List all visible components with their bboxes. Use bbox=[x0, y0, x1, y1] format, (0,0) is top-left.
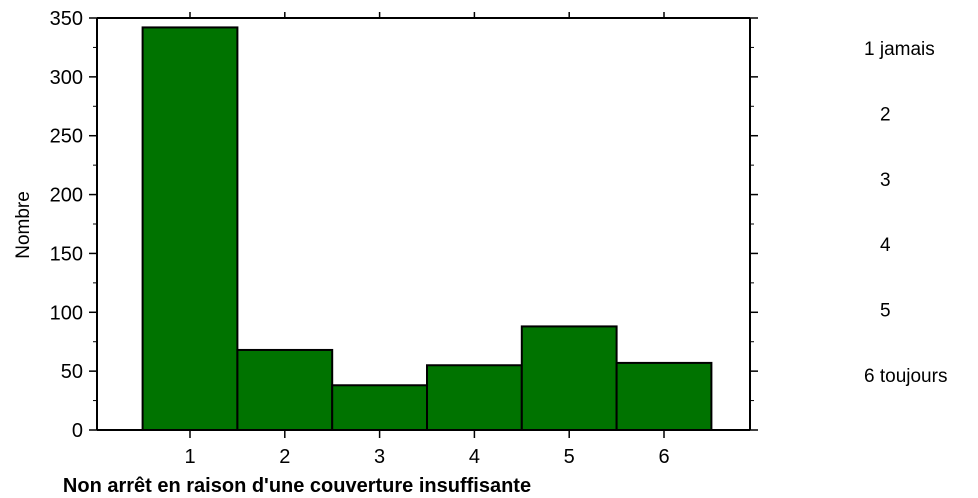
legend-item: 6 toujours bbox=[864, 366, 947, 387]
x-tick-label: 3 bbox=[374, 446, 385, 468]
x-ticks-group: 1 2 3 4 5 6 bbox=[184, 12, 670, 468]
y-tick-label: 50 bbox=[61, 361, 83, 383]
y-tick-label: 300 bbox=[50, 67, 83, 89]
y-ticks-group: 0 50 100 150 200 250 300 350 bbox=[50, 8, 758, 442]
legend: 1 jamais 2 3 4 5 6 toujours bbox=[864, 39, 947, 387]
y-tick-label: 200 bbox=[50, 185, 83, 207]
x-tick-label: 2 bbox=[279, 446, 290, 468]
y-tick-label: 150 bbox=[50, 243, 83, 265]
x-tick-label: 1 bbox=[184, 446, 195, 468]
y-tick-label: 0 bbox=[72, 420, 83, 442]
y-axis-title: Nombre bbox=[13, 191, 34, 259]
y-tick-label: 350 bbox=[50, 8, 83, 30]
x-tick-label: 6 bbox=[658, 446, 669, 468]
bar-1 bbox=[141, 26, 239, 431]
x-axis-title: Non arrêt en raison d'une couverture ins… bbox=[63, 475, 531, 497]
legend-item: 1 jamais bbox=[864, 39, 935, 60]
x-tick-label: 5 bbox=[564, 446, 575, 468]
bar-5 bbox=[520, 325, 618, 432]
bar-4 bbox=[426, 364, 523, 431]
bars-group bbox=[141, 26, 713, 432]
legend-item: 4 bbox=[880, 235, 891, 256]
bar-2 bbox=[236, 348, 334, 431]
x-tick-label: 4 bbox=[469, 446, 480, 468]
legend-item: 5 bbox=[880, 301, 891, 322]
y-tick-label: 250 bbox=[50, 126, 83, 148]
y-tick-label: 100 bbox=[50, 302, 83, 324]
legend-item: 3 bbox=[880, 170, 891, 191]
legend-item: 2 bbox=[880, 104, 891, 125]
bar-6 bbox=[615, 361, 713, 432]
bar-3 bbox=[331, 384, 429, 432]
